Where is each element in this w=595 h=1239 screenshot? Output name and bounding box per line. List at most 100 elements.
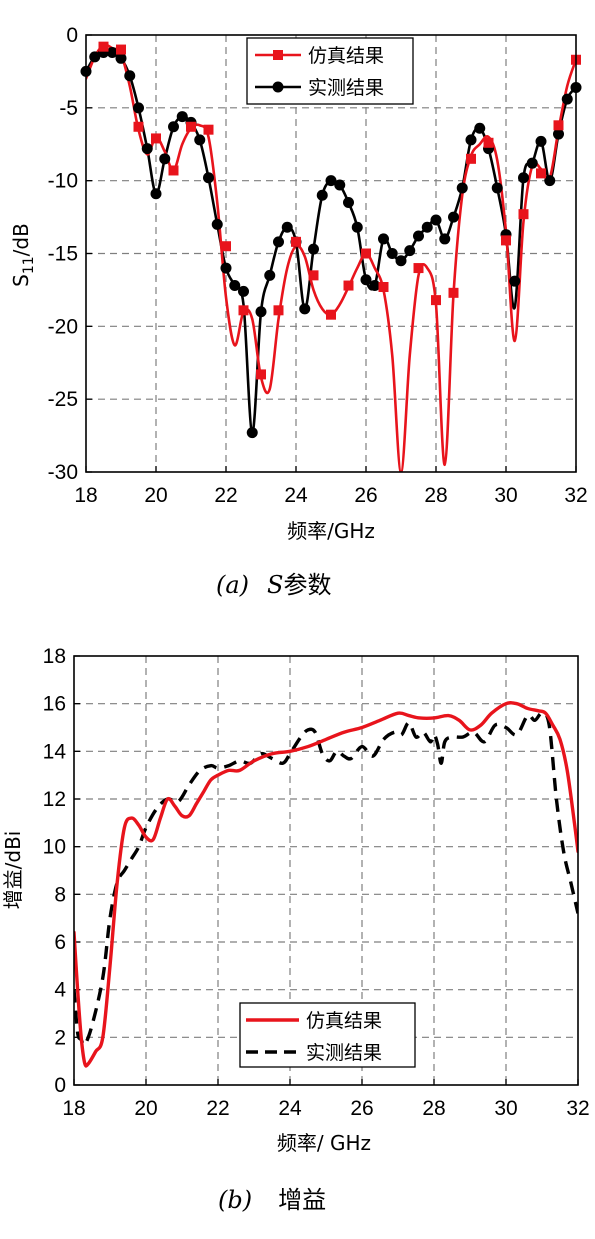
gain-plot-frame	[73, 655, 579, 1086]
s11-sim-marker	[448, 287, 459, 298]
gain-y-tick-label: 18	[43, 645, 66, 668]
gain-series-lines	[74, 701, 578, 1068]
s11-y-tick-label: -20	[48, 315, 78, 338]
gain-gridlines	[73, 655, 579, 1086]
s11-x-tick-label: 20	[144, 484, 167, 507]
s11-sim-marker	[413, 263, 424, 274]
s11-plot-frame	[85, 34, 577, 473]
s11-sim-marker	[308, 270, 319, 281]
s11-meas-marker	[246, 427, 258, 439]
s11-sim-marker	[151, 133, 161, 144]
s11-meas-marker	[351, 221, 363, 233]
s11-meas-marker	[544, 175, 556, 187]
s11-meas-marker	[273, 236, 284, 248]
s11-meas-marker	[325, 175, 337, 187]
s11-sim-marker	[116, 44, 126, 55]
s11-x-tick-label: 18	[74, 484, 97, 507]
s11-chart: 18 20 22 24 26 28 30 32 0 -5 -10 -15 -20 -25 -30 频率/G…	[9, 24, 588, 599]
gain-x-axis-label: 频率/ GHz	[277, 1131, 371, 1155]
s11-meas-marker	[229, 280, 241, 292]
gain-legend-meas-label: 实测结果	[306, 1042, 382, 1064]
s11-legend: 仿真结果 实测结果	[246, 37, 414, 105]
s11-meas-marker	[168, 121, 179, 133]
s11-x-tick-label: 22	[214, 484, 237, 507]
s11-meas-marker	[141, 143, 153, 155]
gain-x-tick-label: 28	[422, 1097, 445, 1120]
gain-y-tick-label: 6	[54, 931, 66, 954]
gain-y-tick-labels: 0 2 4 6 8 10 12 14 16 18	[43, 645, 67, 1097]
s11-meas-marker	[238, 285, 249, 297]
s11-x-tick-label: 30	[494, 484, 517, 507]
s11-meas-marker	[456, 182, 468, 194]
s11-sim-marker	[343, 280, 354, 291]
s11-meas-marker	[404, 245, 416, 257]
s11-meas-marker	[150, 188, 162, 200]
gain-x-tick-label: 30	[494, 1097, 517, 1120]
s11-sim-marker	[203, 124, 214, 135]
caption-a: (a) S参数	[216, 571, 332, 599]
s11-meas-marker	[526, 157, 538, 169]
s11-meas-marker	[211, 218, 223, 230]
gain-x-tick-label: 24	[278, 1097, 302, 1120]
s11-sim-marker	[186, 121, 196, 132]
s11-sim-marker	[168, 165, 179, 176]
s11-y-axis-label: S11/dB	[9, 223, 37, 287]
s11-meas-marker	[115, 52, 127, 64]
s11-meas-marker	[369, 280, 381, 292]
gain-y-tick-label: 0	[54, 1074, 66, 1097]
s11-y-tick-label: -10	[48, 170, 78, 193]
s11-meas-marker	[264, 269, 276, 281]
s11-x-axis-label: 频率/GHz	[287, 519, 375, 543]
s11-meas-marker	[413, 230, 424, 242]
gain-x-tick-label: 18	[62, 1097, 85, 1120]
s11-x-tick-label: 26	[354, 484, 377, 507]
s11-sim-marker	[221, 241, 231, 252]
gain-y-tick-label: 8	[54, 883, 66, 906]
s11-legend-meas-label: 实测结果	[308, 77, 384, 99]
gain-series-line-simulated	[74, 701, 578, 1068]
s11-meas-marker	[194, 134, 206, 146]
gain-y-tick-label: 4	[54, 979, 66, 1002]
s11-meas-marker	[106, 46, 118, 58]
s11-meas-marker	[89, 51, 101, 63]
gain-x-tick-label: 32	[566, 1097, 589, 1120]
s11-meas-marker	[133, 102, 144, 114]
gain-y-tick-label: 12	[43, 788, 66, 811]
s11-meas-marker	[255, 306, 267, 318]
s11-meas-marker	[386, 248, 398, 259]
s11-meas-marker	[203, 172, 214, 184]
s11-x-tick-label: 24	[284, 484, 308, 507]
s11-meas-marker	[491, 182, 503, 194]
s11-meas-marker	[395, 255, 407, 267]
s11-x-tick-labels: 18 20 22 24 26 28 30 32	[74, 484, 587, 507]
s11-meas-marker	[535, 135, 547, 147]
s11-x-tick-label: 28	[424, 484, 447, 507]
s11-legend-meas-marker	[272, 81, 284, 93]
s11-y-tick-label: -5	[59, 97, 78, 120]
s11-meas-marker	[281, 221, 293, 233]
s11-meas-marker	[220, 262, 232, 274]
s11-legend-sim-label: 仿真结果	[308, 45, 384, 67]
gain-legend-box	[239, 1002, 416, 1068]
s11-sim-marker	[466, 153, 476, 164]
s11-meas-marker	[343, 197, 354, 209]
s11-sim-marker	[553, 120, 564, 131]
s11-y-tick-labels: 0 -5 -10 -15 -20 -25 -30	[48, 24, 78, 484]
s11-meas-marker	[124, 70, 136, 82]
s11-meas-marker	[561, 93, 573, 105]
s11-legend-sim-marker	[273, 50, 283, 60]
s11-meas-marker	[378, 233, 389, 245]
s11-sim-marker	[273, 305, 284, 316]
s11-meas-marker	[421, 221, 433, 233]
gain-legend: 仿真结果 实测结果	[239, 1002, 416, 1068]
s11-meas-marker	[474, 122, 486, 134]
s11-meas-marker	[465, 134, 477, 146]
s11-sim-marker	[501, 235, 511, 246]
s11-meas-marker	[448, 211, 459, 223]
gain-y-axis-label: 增益/dBi	[1, 831, 25, 910]
s11-meas-marker	[159, 153, 171, 165]
s11-sim-marker	[483, 137, 494, 148]
s11-sim-marker	[133, 121, 144, 132]
s11-meas-marker	[360, 274, 372, 286]
